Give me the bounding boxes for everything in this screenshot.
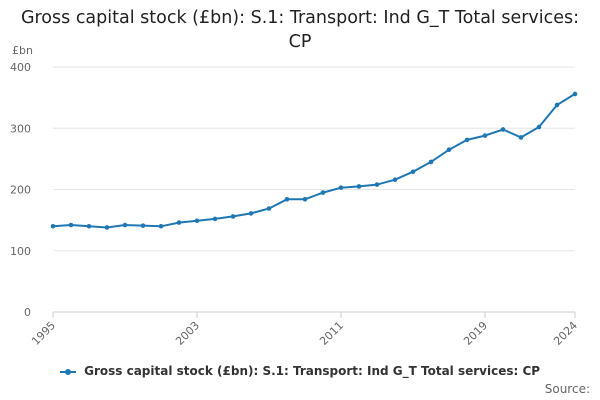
data-point-2014 (392, 177, 398, 182)
x-axis (52, 311, 576, 318)
data-point-2019 (482, 133, 488, 138)
data-point-2023 (554, 102, 560, 108)
legend-label: Gross capital stock (£bn): S.1: Transpor… (84, 364, 541, 378)
x-tick-2011: 2011 (317, 319, 346, 348)
data-point-1996 (68, 222, 74, 228)
data-point-2010 (320, 190, 326, 195)
legend: Gross capital stock (£bn): S.1: Transpor… (0, 364, 600, 378)
y-tick-200: 200 (10, 184, 31, 197)
data-point-2024 (572, 91, 578, 97)
data-point-2021 (518, 135, 524, 140)
data-point-2003 (194, 218, 200, 224)
data-point-2004 (212, 216, 218, 222)
y-tick-0: 0 (24, 306, 31, 319)
x-tick-2003: 2003 (173, 319, 202, 348)
data-point-2002 (176, 220, 182, 225)
gridlines (53, 66, 575, 252)
y-axis-unit: £bn (12, 44, 33, 57)
y-tick-300: 300 (10, 122, 31, 135)
data-point-2017 (446, 147, 452, 152)
y-tick-400: 400 (10, 61, 31, 74)
series-line-0 (52, 93, 576, 229)
data-point-2001 (158, 223, 164, 229)
data-point-1997 (86, 223, 92, 229)
chart-title: Gross capital stock (£bn): S.1: Transpor… (20, 8, 580, 52)
data-point-2016 (428, 159, 434, 165)
data-point-2007 (266, 206, 272, 211)
data-point-1999 (122, 222, 128, 228)
series-layer (50, 91, 578, 230)
data-point-2009 (302, 197, 308, 202)
x-tick-2024: 2024 (551, 319, 580, 348)
x-tick-1995: 1995 (29, 319, 58, 348)
data-point-2020 (500, 127, 506, 132)
data-point-2008 (284, 197, 290, 202)
legend-swatch (59, 368, 76, 375)
data-point-2000 (140, 223, 146, 228)
data-point-2015 (410, 169, 416, 175)
data-point-2012 (356, 184, 362, 189)
x-tick-2019: 2019 (461, 319, 490, 348)
y-tick-labels: 0 100 200 300 400 (10, 61, 31, 319)
y-tick-100: 100 (10, 245, 31, 258)
x-tick-labels: 1995 2003 2011 2019 2024 (29, 319, 580, 348)
source-label: Source: (544, 382, 590, 396)
data-point-2022 (536, 124, 542, 130)
data-point-1998 (104, 225, 110, 230)
data-point-1995 (50, 223, 56, 229)
data-point-2006 (248, 211, 254, 216)
data-point-2005 (230, 214, 236, 219)
data-point-2011 (338, 185, 344, 190)
data-point-2018 (464, 137, 470, 143)
data-point-2013 (374, 182, 380, 187)
